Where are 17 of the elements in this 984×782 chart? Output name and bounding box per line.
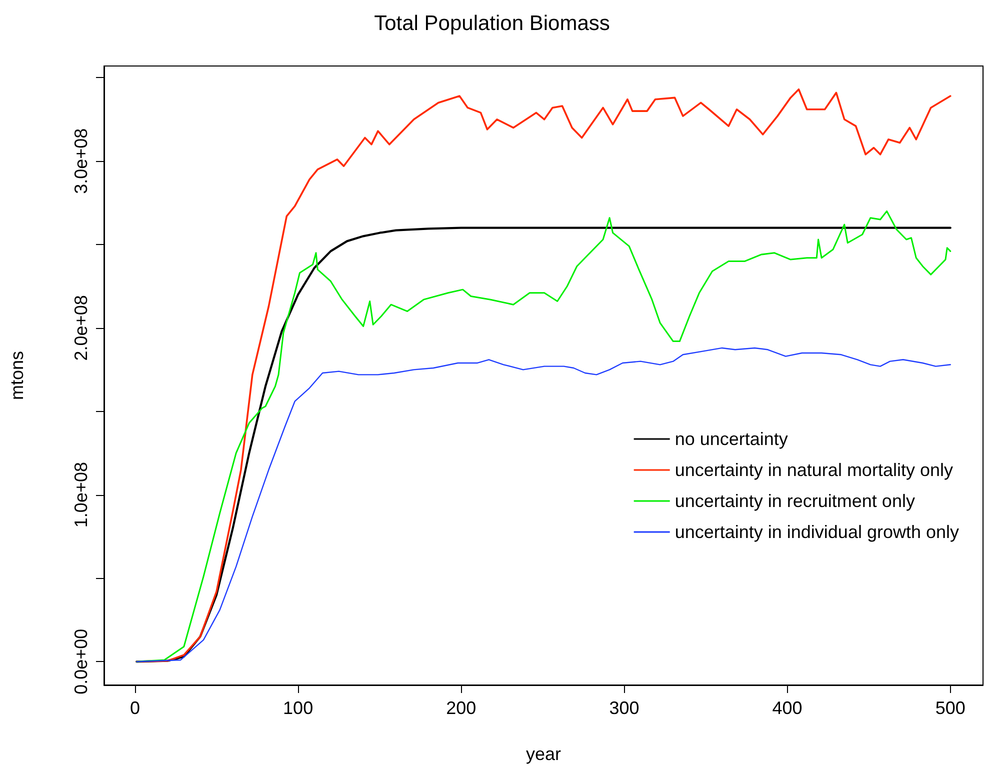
x-tick-label: 100 (283, 698, 314, 718)
chart-title: Total Population Biomass (374, 12, 610, 35)
legend-label: no uncertainty (674, 429, 788, 449)
legend-label: uncertainty in individual growth only (674, 522, 960, 542)
x-tick-label: 300 (609, 698, 640, 718)
x-tick-label: 400 (772, 698, 802, 718)
x-tick-label: 200 (446, 698, 476, 718)
y-tick-label: 2.0e+08 (71, 295, 91, 361)
x-tick-label: 0 (130, 698, 140, 718)
y-tick-label: 3.0e+08 (71, 128, 91, 194)
legend-label: uncertainty in natural mortality only (674, 460, 953, 480)
x-tick-label: 500 (935, 698, 966, 718)
y-axis-title: mtons (7, 350, 27, 400)
x-axis-title: year (526, 744, 562, 764)
y-tick-label: 1.0e+08 (71, 462, 91, 528)
y-tick-label: 0.0e+00 (71, 628, 91, 694)
legend-label: uncertainty in recruitment only (674, 491, 915, 511)
